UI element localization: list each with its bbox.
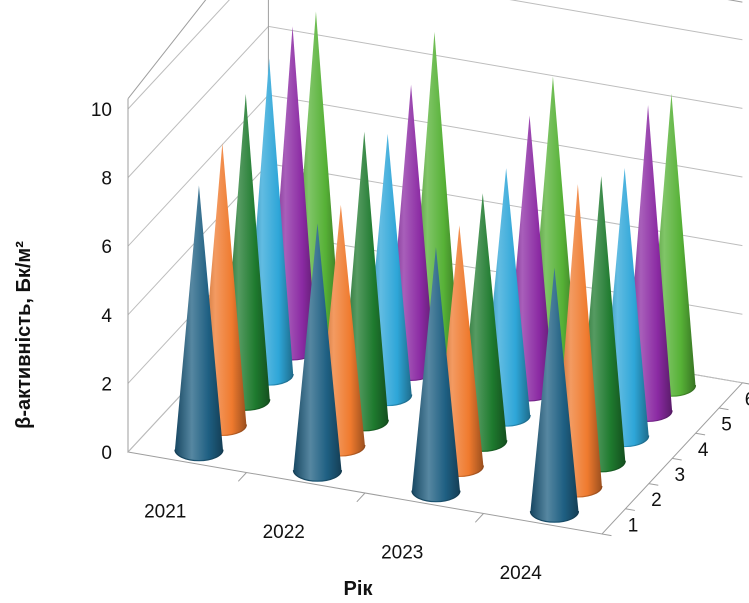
depth-tick-mark <box>718 407 729 411</box>
y-tick-label: 4 <box>101 306 112 327</box>
depth-tick-mark <box>742 382 749 385</box>
cone-body <box>293 223 342 482</box>
x-axis-title: Рік <box>344 578 374 600</box>
depth-tick-mark <box>625 508 635 511</box>
cone-bar <box>174 185 224 462</box>
depth-tick-label: 5 <box>721 415 732 436</box>
cone-bar <box>411 247 461 503</box>
cone-bar <box>529 267 580 523</box>
x-tick-mark <box>474 513 484 523</box>
depth-tick-label: 3 <box>675 465 686 486</box>
y-tick-label: 0 <box>101 443 112 464</box>
y-tick-label: 8 <box>101 169 112 190</box>
cone-base <box>529 511 580 523</box>
cone-body <box>411 247 460 502</box>
cone-body <box>530 267 579 523</box>
y-axis-title: β-активність, Бк/м² <box>13 241 35 429</box>
x-tick-label: 2021 <box>144 501 186 522</box>
x-tick-label: 2022 <box>263 522 305 543</box>
chart-cones <box>174 11 697 523</box>
cone-base <box>174 449 224 462</box>
depth-tick-mark <box>672 457 682 461</box>
x-tick-label: 2023 <box>381 542 423 563</box>
depth-tick-mark <box>601 533 612 537</box>
depth-tick-label: 4 <box>698 440 709 461</box>
depth-tick-label: 2 <box>651 490 662 511</box>
cone-base <box>292 470 343 482</box>
cone-bar <box>292 223 343 482</box>
y-tick-label: 6 <box>101 237 112 258</box>
left-wall-top <box>127 0 207 100</box>
cone-body <box>174 185 223 461</box>
gridline <box>127 0 743 110</box>
depth-tick-label: 1 <box>628 515 639 536</box>
back-wall-top <box>727 0 743 3</box>
x-tick-mark <box>237 472 247 482</box>
x-tick-mark <box>356 492 366 503</box>
depth-tick-mark <box>648 483 659 486</box>
chart-ticks: 02468102021202220232024123456 <box>91 100 749 584</box>
y-tick-label: 2 <box>101 374 112 395</box>
y-tick-label: 10 <box>91 100 112 121</box>
cone-base <box>411 490 461 503</box>
depth-tick-mark <box>695 432 706 436</box>
x-tick-label: 2024 <box>500 563 543 584</box>
depth-tick-label: 6 <box>745 389 749 410</box>
